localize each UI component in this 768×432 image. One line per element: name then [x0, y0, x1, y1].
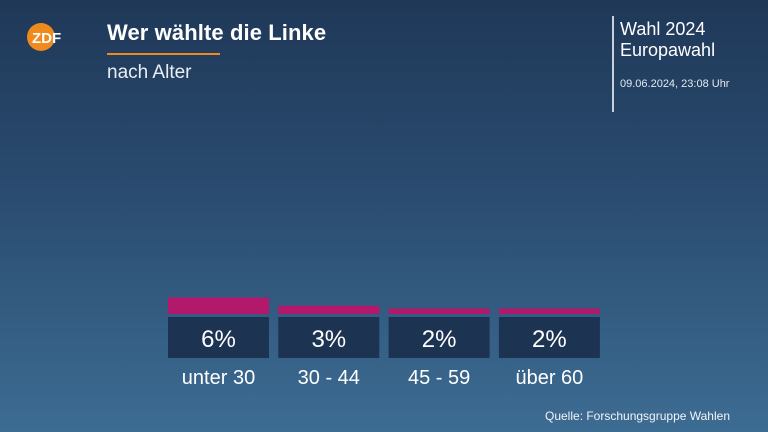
value-box-2 — [278, 317, 380, 358]
value-box-1 — [168, 317, 269, 358]
zdf-logo-icon: ZDF — [27, 23, 61, 51]
bar-3 — [388, 308, 490, 314]
title-underline — [107, 53, 220, 55]
category-label-4: über 60 — [515, 367, 583, 389]
data-label-1: 6% — [201, 326, 236, 353]
category-label-3: 45 - 59 — [408, 367, 470, 389]
chart-title: Wer wählte die Linke — [107, 20, 327, 45]
category-label-2: 30 - 44 — [298, 367, 360, 389]
side-divider — [612, 16, 614, 112]
bar-4 — [498, 308, 600, 314]
chart-subtitle: nach Alter — [107, 62, 192, 83]
bar-1 — [168, 297, 269, 314]
zdf-logo: ZDF — [26, 22, 82, 52]
election-name: Europawahl — [620, 40, 716, 60]
logo-text: ZDF — [32, 30, 61, 47]
value-box-3 — [388, 317, 490, 358]
data-label-2: 3% — [311, 326, 346, 353]
bar-2 — [278, 305, 380, 314]
category-label-1: unter 30 — [182, 367, 255, 389]
election-year: Wahl 2024 — [620, 19, 706, 39]
data-label-3: 2% — [422, 326, 457, 353]
data-label-4: 2% — [532, 326, 567, 353]
source-note: Quelle: Forschungsgruppe Wahlen — [545, 409, 730, 423]
timestamp: 09.06.2024, 23:08 Uhr — [620, 78, 730, 90]
value-box-4 — [498, 317, 600, 358]
